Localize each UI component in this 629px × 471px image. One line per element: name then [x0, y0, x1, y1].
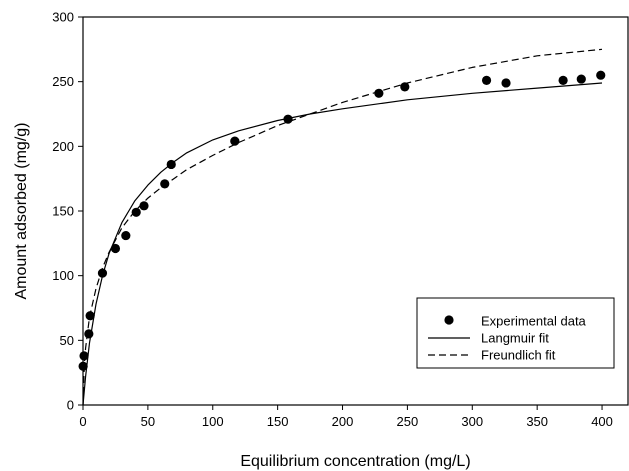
legend-marker — [444, 315, 454, 325]
y-axis-title: Amount adsorbed (mg/g) — [13, 123, 30, 300]
y-tick-label: 150 — [52, 204, 74, 219]
x-tick-label: 250 — [397, 414, 419, 429]
x-tick-label: 0 — [79, 414, 86, 429]
data-point — [131, 207, 141, 217]
legend-label: Freundlich fit — [481, 348, 556, 363]
data-point — [283, 114, 293, 124]
y-tick-label: 200 — [52, 139, 74, 154]
y-axis-ticks: 0 50 100 150 200 250 300 — [52, 10, 83, 413]
data-point — [230, 136, 240, 146]
data-point — [79, 351, 89, 361]
data-point — [121, 230, 131, 241]
legend-label: Experimental data — [481, 314, 587, 329]
data-point — [84, 329, 94, 339]
experimental-points — [78, 70, 606, 371]
data-point — [596, 70, 606, 80]
x-axis-ticks: 0 50 100 150 200 250 300 350 400 — [79, 405, 613, 429]
x-tick-label: 100 — [202, 414, 224, 429]
y-tick-label: 250 — [52, 74, 74, 89]
data-point — [501, 78, 511, 88]
x-tick-label: 50 — [141, 414, 155, 429]
data-point — [110, 243, 121, 254]
y-tick-label: 300 — [52, 10, 74, 25]
data-point — [481, 75, 492, 85]
data-point — [558, 75, 568, 85]
data-point — [576, 74, 586, 84]
x-tick-label: 150 — [267, 414, 289, 429]
y-tick-label: 50 — [60, 333, 74, 348]
y-tick-label: 100 — [52, 268, 74, 283]
legend-box — [416, 297, 615, 369]
x-axis-title: Equilibrium concentration (mg/L) — [240, 453, 470, 470]
legend-label: Langmuir fit — [481, 331, 549, 346]
freundlich-fit-line — [82, 48, 603, 406]
data-point — [166, 159, 176, 170]
legend: Experimental data Langmuir fit Freundlich … — [416, 297, 615, 369]
x-tick-label: 350 — [526, 414, 548, 429]
x-tick-label: 400 — [591, 414, 613, 429]
data-point — [160, 179, 170, 189]
data-point — [78, 361, 88, 371]
data-point — [97, 268, 108, 278]
x-tick-label: 300 — [461, 414, 483, 429]
data-point — [139, 201, 149, 211]
data-point — [374, 88, 384, 98]
x-tick-label: 200 — [332, 414, 354, 429]
data-point — [85, 311, 95, 321]
data-point — [400, 82, 410, 92]
y-tick-label: 0 — [67, 398, 74, 413]
